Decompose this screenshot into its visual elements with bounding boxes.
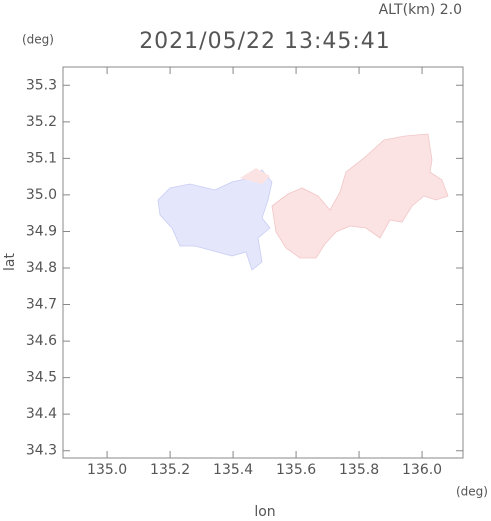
- altitude-annotation: ALT(km) 2.0: [379, 2, 462, 18]
- y-tick-label: 34.8: [26, 260, 57, 276]
- y-tick-label: 35.1: [26, 150, 57, 166]
- y-axis-label: lat: [2, 253, 18, 271]
- x-unit: (deg): [456, 485, 488, 499]
- x-tick-label: 135.8: [339, 462, 379, 478]
- x-tick-label: 135.6: [276, 462, 316, 478]
- y-tick-label: 34.3: [26, 443, 57, 459]
- y-tick-label: 34.5: [26, 370, 57, 386]
- y-tick-label: 34.4: [26, 406, 57, 422]
- positive-echo: [271, 133, 449, 259]
- positive-echo: [240, 168, 270, 184]
- x-tick-label: 135.0: [87, 462, 127, 478]
- y-tick-label: 35.2: [26, 114, 57, 130]
- x-tick-label: 135.4: [213, 462, 253, 478]
- x-axis-label: lon: [254, 504, 275, 520]
- negative-echo: [157, 169, 273, 271]
- y-tick-label: 35.0: [26, 187, 57, 203]
- y-tick-label: 34.6: [26, 333, 57, 349]
- y-tick-label: 34.9: [26, 223, 57, 239]
- chart-title: 2021/05/22 13:45:41: [139, 29, 391, 54]
- y-unit: (deg): [22, 33, 54, 47]
- x-tick-label: 136.0: [402, 462, 442, 478]
- plot-frame: [62, 66, 464, 459]
- y-tick-label: 34.7: [26, 297, 57, 313]
- x-tick-label: 135.2: [150, 462, 190, 478]
- y-tick-label: 35.3: [26, 77, 57, 93]
- echo-areas: [157, 133, 449, 271]
